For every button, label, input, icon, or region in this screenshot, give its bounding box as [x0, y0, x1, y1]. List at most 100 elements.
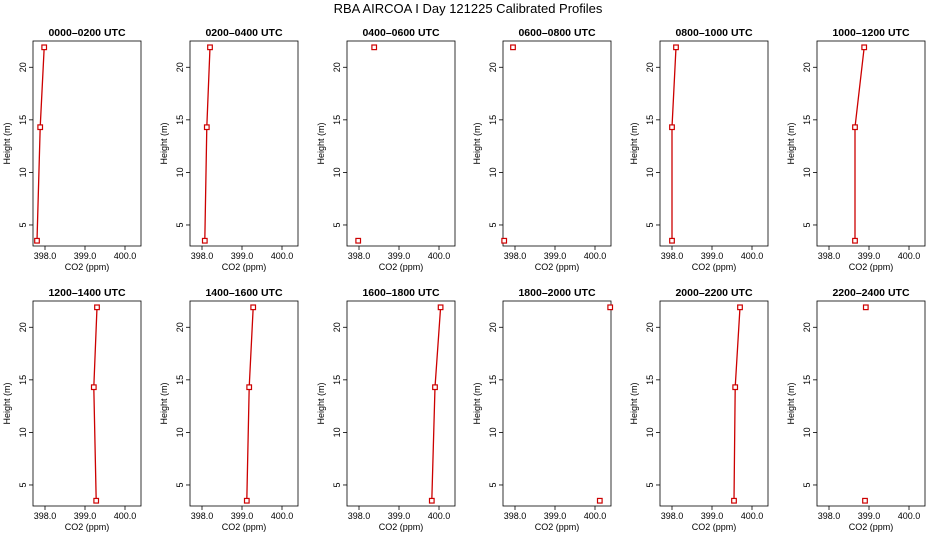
y-tick-label: 5 [488, 222, 498, 227]
y-tick-label: 15 [18, 115, 28, 125]
data-point [732, 384, 739, 391]
x-tick-label: 400.0 [898, 251, 921, 261]
x-tick-label: 398.0 [504, 511, 527, 521]
y-axis-label: Height (m) [786, 122, 796, 164]
data-point [203, 124, 210, 131]
x-axis-label: CO2 (ppm) [379, 522, 424, 532]
panel-title: 1400–1600 UTC [205, 287, 282, 299]
data-point [428, 497, 435, 504]
data-point [37, 124, 44, 131]
y-tick-label: 10 [645, 167, 655, 177]
y-tick-label: 20 [18, 62, 28, 72]
y-tick-label: 20 [332, 62, 342, 72]
y-tick-label: 10 [175, 167, 185, 177]
y-axis-label: Height (m) [316, 382, 326, 424]
y-tick-label: 15 [488, 375, 498, 385]
data-point [669, 124, 675, 131]
panel-1: 0000–0200 UTC 398.0 399.0 400.0 5 10 15 20 CO2 (… [2, 27, 142, 272]
x-axis-label: CO2 (ppm) [692, 262, 737, 272]
y-tick-label: 5 [488, 482, 498, 487]
data-point [501, 237, 508, 244]
y-tick-label: 10 [175, 427, 185, 437]
x-tick-label: 399.0 [231, 251, 254, 261]
data-point [852, 237, 858, 244]
y-tick-label: 5 [802, 222, 812, 227]
x-axis-label: CO2 (ppm) [222, 522, 267, 532]
data-point [737, 304, 743, 311]
x-tick-label: 399.0 [701, 251, 724, 261]
x-axis-label: CO2 (ppm) [535, 522, 580, 532]
x-tick-label: 400.0 [741, 251, 764, 261]
panel-title: 0600–0800 UTC [518, 27, 595, 39]
data-point [861, 44, 868, 51]
y-tick-label: 10 [802, 427, 812, 437]
y-tick-label: 20 [645, 322, 655, 332]
y-tick-label: 5 [645, 222, 655, 227]
y-tick-label: 20 [488, 322, 498, 332]
data-point [673, 44, 679, 51]
data-point [41, 44, 48, 51]
panel-title: 1000–1200 UTC [832, 27, 909, 39]
data-point [669, 237, 675, 244]
y-axis-label: Height (m) [2, 382, 12, 424]
y-tick-label: 20 [802, 62, 812, 72]
y-tick-label: 5 [332, 222, 342, 227]
y-tick-label: 5 [18, 482, 28, 487]
profile-line [733, 307, 741, 501]
x-tick-label: 398.0 [191, 251, 214, 261]
x-tick-label: 400.0 [114, 251, 137, 261]
data-point [34, 237, 40, 244]
x-tick-label: 399.0 [858, 511, 881, 521]
panel-title: 0200–0400 UTC [205, 27, 282, 39]
x-tick-label: 398.0 [818, 251, 841, 261]
plot-frame [816, 40, 926, 247]
y-tick-label: 15 [332, 115, 342, 125]
x-axis-label: CO2 (ppm) [535, 262, 580, 272]
x-tick-label: 399.0 [74, 511, 97, 521]
main-title: RBA AIRCOA I Day 121225 Calibrated Profi… [334, 1, 603, 16]
x-axis-label: CO2 (ppm) [379, 262, 424, 272]
plot-frame [346, 300, 456, 507]
y-tick-label: 15 [175, 375, 185, 385]
plot-frame [502, 300, 612, 507]
plot-frame [816, 300, 926, 507]
data-point [731, 497, 737, 504]
data-point [432, 384, 438, 391]
y-tick-label: 20 [802, 322, 812, 332]
data-point [355, 237, 362, 244]
x-axis-label: CO2 (ppm) [849, 262, 894, 272]
y-tick-label: 15 [645, 115, 655, 125]
y-axis-label: Height (m) [472, 122, 482, 164]
plot-frame [189, 40, 299, 247]
data-point [607, 304, 614, 311]
y-tick-label: 10 [18, 427, 28, 437]
panel-10: 1800–2000 UTC 398.0 399.0 400.0 5 10 15 20 CO2 (… [472, 287, 614, 532]
x-tick-label: 400.0 [741, 511, 764, 521]
x-axis-label: CO2 (ppm) [65, 262, 110, 272]
panel-6: 1000–1200 UTC 398.0 399.0 400.0 5 10 15 20 CO2 (… [786, 27, 926, 272]
profile-line [246, 307, 254, 501]
profile-line [854, 47, 865, 241]
x-tick-label: 400.0 [428, 251, 451, 261]
y-tick-label: 10 [332, 427, 342, 437]
x-tick-label: 399.0 [388, 511, 411, 521]
plot-frame [659, 300, 769, 507]
y-tick-label: 5 [18, 222, 28, 227]
x-tick-label: 398.0 [661, 511, 684, 521]
x-tick-label: 400.0 [584, 251, 607, 261]
y-tick-label: 20 [332, 322, 342, 332]
y-tick-label: 5 [645, 482, 655, 487]
y-axis-label: Height (m) [629, 122, 639, 164]
panel-11: 2000–2200 UTC 398.0 399.0 400.0 5 10 15 20 CO2 (… [629, 287, 769, 532]
x-tick-label: 398.0 [818, 511, 841, 521]
y-tick-label: 15 [488, 115, 498, 125]
panel-title: 0800–1000 UTC [675, 27, 752, 39]
x-tick-label: 400.0 [898, 511, 921, 521]
y-tick-label: 5 [802, 482, 812, 487]
data-point [243, 497, 250, 504]
y-tick-label: 15 [18, 375, 28, 385]
x-tick-label: 399.0 [858, 251, 881, 261]
y-tick-label: 20 [175, 322, 185, 332]
y-tick-label: 15 [802, 375, 812, 385]
